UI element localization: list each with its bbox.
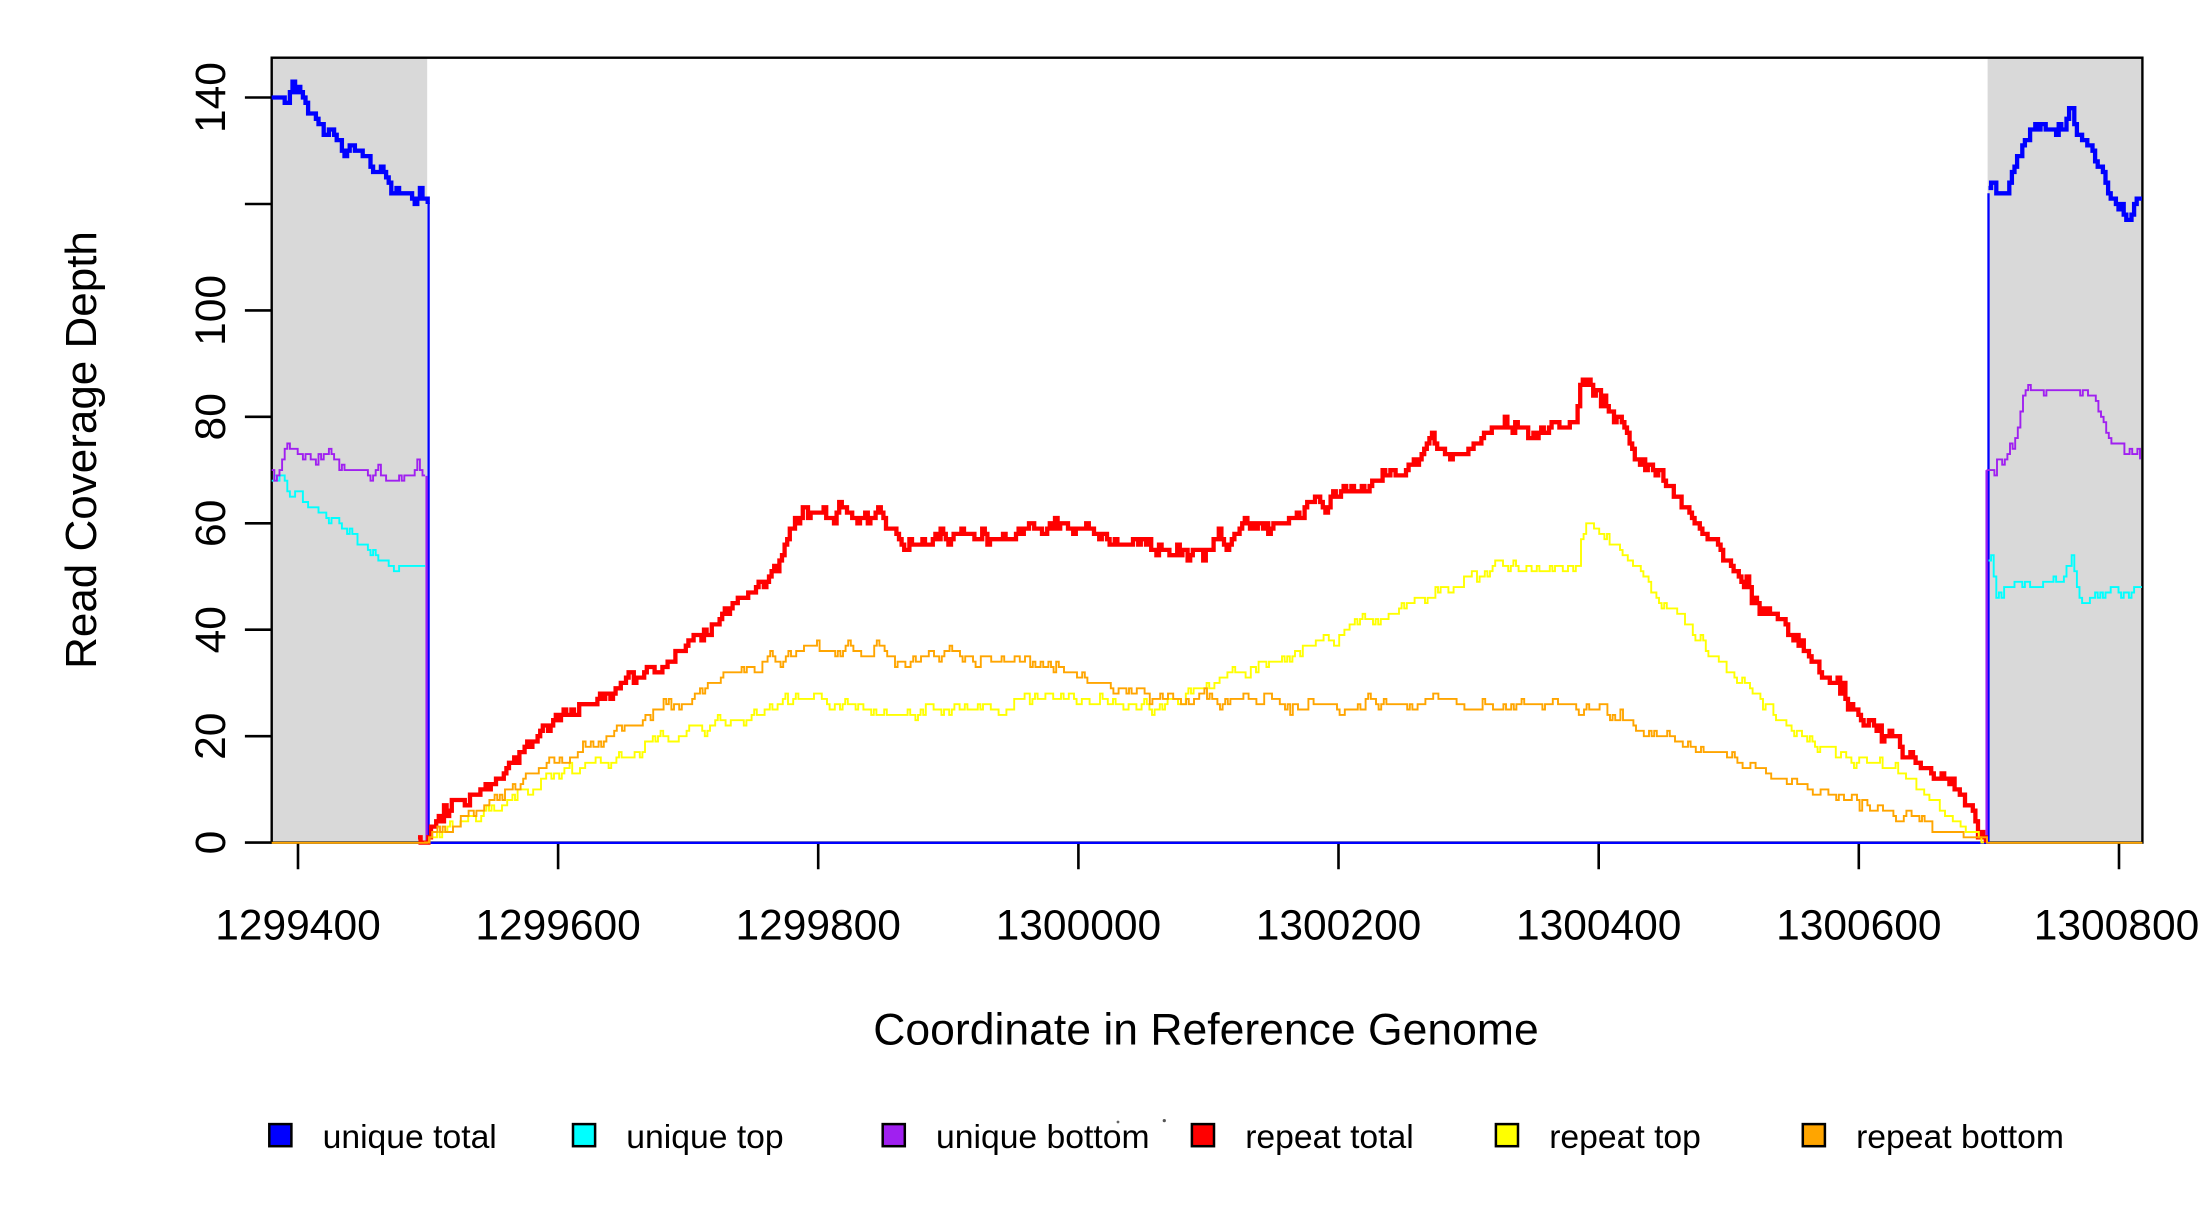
- svg-text:1300800: 1300800: [2034, 903, 2199, 950]
- svg-text:Coordinate in Reference Genome: Coordinate in Reference Genome: [873, 1006, 1538, 1055]
- svg-text:60: 60: [188, 500, 235, 547]
- svg-text:20: 20: [188, 713, 235, 760]
- svg-text:1299800: 1299800: [735, 903, 900, 950]
- svg-text:unique total: unique total: [323, 1118, 497, 1156]
- svg-text:1300600: 1300600: [1776, 903, 1941, 950]
- svg-text:1299400: 1299400: [215, 903, 380, 950]
- svg-text:1300200: 1300200: [1256, 903, 1421, 950]
- svg-text:80: 80: [188, 393, 235, 440]
- svg-text:1300400: 1300400: [1516, 903, 1681, 950]
- svg-text:100: 100: [188, 275, 235, 346]
- svg-text:40: 40: [188, 606, 235, 653]
- svg-text:repeat bottom: repeat bottom: [1856, 1118, 2064, 1156]
- svg-text:140: 140: [188, 62, 235, 133]
- svg-text:1300000: 1300000: [996, 903, 1161, 950]
- svg-text:1299600: 1299600: [475, 903, 640, 950]
- svg-text:0: 0: [188, 831, 235, 855]
- svg-text:repeat total: repeat total: [1245, 1118, 1414, 1156]
- svg-text:unique top: unique top: [626, 1118, 783, 1156]
- svg-text:unique bottom: unique bottom: [936, 1118, 1150, 1156]
- svg-text:repeat top: repeat top: [1549, 1118, 1701, 1156]
- svg-text:Read Coverage Depth: Read Coverage Depth: [57, 231, 106, 669]
